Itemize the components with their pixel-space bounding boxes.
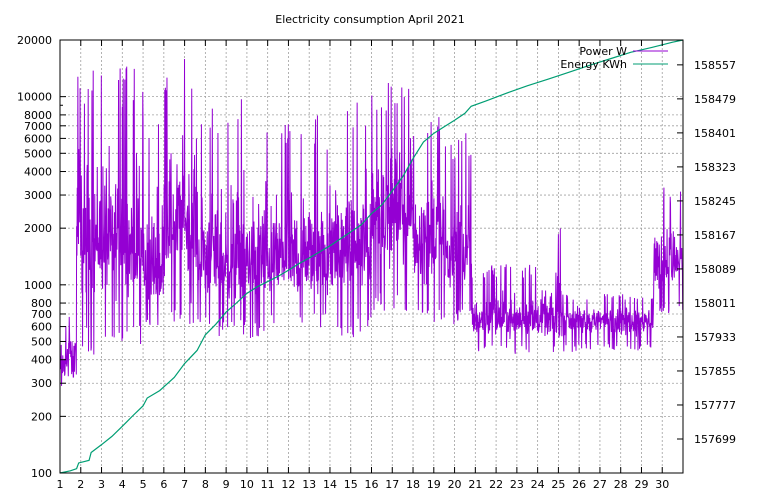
x-tick-label: 10 bbox=[240, 478, 254, 491]
x-tick-label: 7 bbox=[181, 478, 188, 491]
y-right-tick-label: 157933 bbox=[694, 331, 736, 344]
chart-title: Electricity consumption April 2021 bbox=[275, 13, 465, 26]
x-tick-label: 23 bbox=[510, 478, 524, 491]
y-left-tick-label: 8000 bbox=[24, 109, 52, 122]
y-left-tick-label: 3000 bbox=[24, 189, 52, 202]
y-right-tick-label: 157699 bbox=[694, 433, 736, 446]
x-tick-label: 3 bbox=[98, 478, 105, 491]
y-left-tick-label: 7000 bbox=[24, 120, 52, 133]
y-right-tick-label: 158401 bbox=[694, 127, 736, 140]
x-tick-label: 17 bbox=[385, 478, 399, 491]
axes: 1 2 3 4 5 6 7 8 9 10 11 12 13 14 15 16 17 18 19 20 21 22 23 24 2… bbox=[17, 34, 736, 491]
data-layer bbox=[59, 39, 684, 474]
x-tick-label: 26 bbox=[572, 478, 586, 491]
y-left-tick-label: 800 bbox=[31, 297, 52, 310]
x-tick-label: 8 bbox=[202, 478, 209, 491]
y-left-tick-label: 100 bbox=[31, 467, 52, 480]
legend-label-power: Power W bbox=[579, 45, 627, 58]
y-left-tick-label: 1000 bbox=[24, 279, 52, 292]
x-tick-label: 27 bbox=[593, 478, 607, 491]
y-left-tick-label: 200 bbox=[31, 410, 52, 423]
y-left-tick-label: 400 bbox=[31, 354, 52, 367]
x-tick-label: 20 bbox=[448, 478, 462, 491]
y-left-tick-label: 500 bbox=[31, 335, 52, 348]
x-tick-label: 18 bbox=[406, 478, 420, 491]
y-left-tick-label: 600 bbox=[31, 321, 52, 334]
y-right-tick-label: 158323 bbox=[694, 161, 736, 174]
x-tick-label: 29 bbox=[634, 478, 648, 491]
x-tick-label: 16 bbox=[365, 478, 379, 491]
y-left-tick-label: 4000 bbox=[24, 166, 52, 179]
x-tick-label: 5 bbox=[140, 478, 147, 491]
y-right-tick-label: 158557 bbox=[694, 59, 736, 72]
y-left-tick-label: 700 bbox=[31, 308, 52, 321]
x-tick-label: 22 bbox=[489, 478, 503, 491]
x-tick-label: 2 bbox=[77, 478, 84, 491]
y-right-tick-label: 157777 bbox=[694, 399, 736, 412]
y-right-tick-label: 157855 bbox=[694, 365, 736, 378]
x-tick-label: 24 bbox=[531, 478, 545, 491]
x-tick-label: 14 bbox=[323, 478, 337, 491]
x-tick-label: 21 bbox=[468, 478, 482, 491]
series-power-line bbox=[59, 58, 684, 386]
x-tick-label: 11 bbox=[261, 478, 275, 491]
x-tick-label: 25 bbox=[551, 478, 565, 491]
y-right-tick-label: 158479 bbox=[694, 93, 736, 106]
y-right-tick-label: 158245 bbox=[694, 195, 736, 208]
y-right-tick-label: 158011 bbox=[694, 297, 736, 310]
y-left-tick-label: 6000 bbox=[24, 132, 52, 145]
x-tick-label: 30 bbox=[655, 478, 669, 491]
y-right-tick-label: 158167 bbox=[694, 229, 736, 242]
y-left-tick-label: 300 bbox=[31, 377, 52, 390]
x-tick-label: 9 bbox=[223, 478, 230, 491]
x-tick-label: 1 bbox=[57, 478, 64, 491]
y-left-tick-label: 2000 bbox=[24, 222, 52, 235]
x-tick-label: 19 bbox=[427, 478, 441, 491]
x-tick-label: 15 bbox=[344, 478, 358, 491]
series-energy-line bbox=[59, 39, 684, 474]
y-left-tick-label: 20000 bbox=[17, 34, 52, 47]
legend: Power W Energy KWh bbox=[560, 45, 668, 71]
x-tick-label: 4 bbox=[119, 478, 126, 491]
y-left-tick-label: 5000 bbox=[24, 147, 52, 160]
y-right-tick-label: 158089 bbox=[694, 263, 736, 276]
x-tick-label: 6 bbox=[160, 478, 167, 491]
x-tick-label: 13 bbox=[302, 478, 316, 491]
y-left-tick-label: 10000 bbox=[17, 91, 52, 104]
x-tick-label: 28 bbox=[614, 478, 628, 491]
x-tick-label: 12 bbox=[281, 478, 295, 491]
legend-label-energy: Energy KWh bbox=[560, 58, 627, 71]
